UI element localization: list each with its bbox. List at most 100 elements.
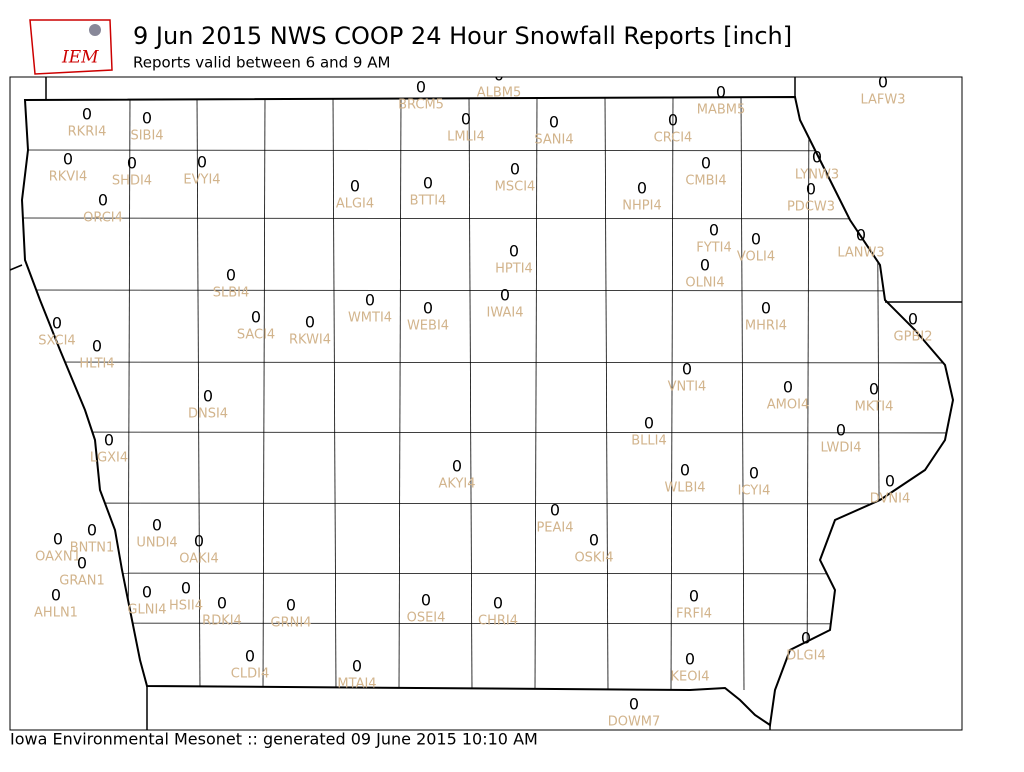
county-line — [534, 97, 538, 691]
station-label: CHRI4 — [478, 614, 518, 629]
station-label: MTAI4 — [337, 677, 376, 692]
station-label: HPTI4 — [495, 262, 533, 277]
station-label: DVNI4 — [870, 492, 911, 507]
county-line — [604, 97, 609, 691]
station-label: FRFI4 — [676, 607, 712, 622]
county-line — [332, 97, 337, 691]
station-value: 0 — [509, 242, 519, 261]
station-label: OSKI4 — [574, 551, 613, 566]
station-label: PEAI4 — [536, 521, 573, 536]
station-value: 0 — [510, 160, 520, 179]
station-label: CMBI4 — [685, 174, 726, 189]
station-value: 0 — [365, 291, 375, 310]
station-value: 0 — [668, 111, 678, 130]
station-label: IWAI4 — [487, 306, 524, 321]
stations: 0BRCM50ALBM50LAFW30RKRI40SIBI40LMLI40MAB… — [34, 77, 933, 730]
station-value: 0 — [217, 594, 227, 613]
station-value: 0 — [806, 180, 816, 199]
station-value: 0 — [716, 83, 726, 102]
county-line — [22, 361, 953, 364]
station-label: LYNW3 — [795, 168, 839, 183]
station-value: 0 — [589, 531, 599, 550]
station-label: RKVI4 — [49, 170, 88, 185]
station-label: OLNI4 — [685, 276, 724, 291]
station-value: 0 — [63, 150, 73, 169]
station-value: 0 — [461, 110, 471, 129]
county-line — [22, 502, 953, 505]
station-label: RKRI4 — [68, 125, 107, 140]
county-line — [22, 572, 953, 575]
station-value: 0 — [689, 587, 699, 606]
station-label: DOWM7 — [608, 715, 661, 730]
station-value: 0 — [203, 387, 213, 406]
county-line — [670, 97, 674, 691]
station-value: 0 — [142, 583, 152, 602]
station-value: 0 — [908, 310, 918, 329]
station-value: 0 — [549, 113, 559, 132]
station-value: 0 — [52, 314, 62, 333]
station-label: LMLI4 — [447, 130, 485, 145]
station-value: 0 — [644, 414, 654, 433]
station-label: PDCW3 — [787, 200, 835, 215]
station-value: 0 — [421, 591, 431, 610]
station-label: AMOI4 — [767, 398, 809, 413]
station-value: 0 — [423, 299, 433, 318]
station-label: OAXN1 — [35, 550, 81, 565]
station-value: 0 — [801, 629, 811, 648]
map-area: 0BRCM50ALBM50LAFW30RKRI40SIBI40LMLI40MAB… — [10, 77, 962, 730]
station-label: VNTI4 — [668, 380, 707, 395]
station-label: RDKI4 — [202, 614, 242, 629]
station-label: FYTI4 — [696, 241, 731, 256]
station-label: GLNI4 — [127, 603, 166, 618]
station-value: 0 — [685, 650, 695, 669]
station-value: 0 — [680, 461, 690, 480]
station-value: 0 — [51, 586, 61, 605]
station-label: HSII4 — [169, 599, 203, 614]
station-value: 0 — [194, 532, 204, 551]
county-line — [22, 217, 953, 220]
station-label: DNSI4 — [188, 407, 228, 422]
station-label: SXCI4 — [38, 334, 75, 349]
station-label: AHLN1 — [34, 606, 78, 621]
station-value: 0 — [92, 337, 102, 356]
station-label: VOLI4 — [737, 250, 775, 265]
station-label: MABM5 — [697, 103, 746, 118]
station-value: 0 — [493, 594, 503, 613]
station-label: CRCI4 — [654, 131, 693, 146]
station-value: 0 — [53, 530, 63, 549]
station-label: DLGI4 — [786, 649, 825, 664]
station-value: 0 — [751, 230, 761, 249]
county-line — [22, 431, 953, 434]
county-line — [806, 97, 810, 691]
station-label: CLDI4 — [231, 667, 269, 682]
station-label: ALBM5 — [477, 86, 522, 101]
station-label: ALGI4 — [336, 197, 374, 212]
county-line — [22, 289, 953, 292]
station-label: WLBI4 — [664, 481, 705, 496]
station-value: 0 — [700, 256, 710, 275]
station-label: RKWI4 — [289, 333, 331, 348]
station-value: 0 — [869, 380, 879, 399]
station-label: GPBI2 — [894, 330, 933, 345]
station-value: 0 — [885, 472, 895, 491]
station-label: ORCI4 — [83, 211, 123, 226]
station-value: 0 — [682, 360, 692, 379]
station-label: MHRI4 — [745, 319, 787, 334]
station-label: MKTI4 — [855, 400, 894, 415]
station-label: LAFW3 — [860, 93, 905, 108]
station-value: 0 — [245, 647, 255, 666]
station-value: 0 — [416, 78, 426, 97]
station-value: 0 — [127, 154, 137, 173]
station-label: SIBI4 — [130, 129, 163, 144]
station-label: SACI4 — [237, 328, 275, 343]
station-label: KEOI4 — [670, 670, 709, 685]
station-label: WEBI4 — [407, 319, 449, 334]
station-label: BRCM5 — [398, 98, 444, 113]
station-label: UNDI4 — [136, 536, 177, 551]
station-label: NHPI4 — [622, 199, 661, 214]
station-value: 0 — [286, 596, 296, 615]
station-value: 0 — [305, 313, 315, 332]
station-value: 0 — [423, 174, 433, 193]
station-label: LGXI4 — [90, 451, 128, 466]
station-label: SLBI4 — [213, 286, 250, 301]
